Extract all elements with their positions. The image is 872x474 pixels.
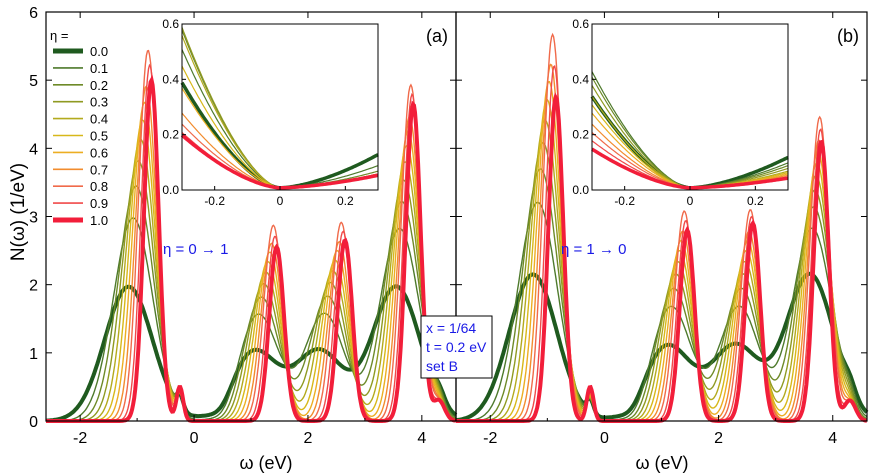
legend-label: 1.0 <box>90 213 108 228</box>
info-line-2: t = 0.2 eV <box>426 339 487 355</box>
info-box: x = 1/64 t = 0.2 eV set B <box>420 315 493 379</box>
inset-x-tick-label: -0.2 <box>614 194 635 208</box>
series-line-0.2 <box>46 185 457 422</box>
x-tick-label: 4 <box>828 430 837 447</box>
legend-label: 0.7 <box>90 162 108 177</box>
legend-label: 0.6 <box>90 145 108 160</box>
y-tick-label: 4 <box>29 141 38 158</box>
inset-y-tick-label: 0.0 <box>162 183 179 197</box>
y-tick-label: 3 <box>29 210 38 227</box>
inset-y-tick-label: 0.2 <box>162 128 179 142</box>
inset-y-tick-label: 0.0 <box>572 183 589 197</box>
series-line-0.7 <box>456 63 868 422</box>
series-line-0.7 <box>46 85 457 422</box>
y-tick-label: 5 <box>29 73 38 90</box>
inset-x-tick-label: 0.2 <box>747 194 764 208</box>
legend-title: η = <box>50 28 68 43</box>
legend-label: 0.8 <box>90 179 108 194</box>
legend-label: 0.3 <box>90 95 108 110</box>
inset-plot: -0.2 0 0.2 0.0 0.2 0.4 0.6 <box>572 17 789 208</box>
info-line-3: set B <box>426 358 458 374</box>
inset-x-tick-label: 0.2 <box>337 194 354 208</box>
y-tick-label: 1 <box>29 346 38 363</box>
info-line-1: x = 1/64 <box>426 320 476 336</box>
y-axis-label: N(ω) (1/eV) <box>8 163 29 261</box>
x-tick-label: 2 <box>303 430 312 447</box>
x-tick-label: 4 <box>417 430 426 447</box>
panel-b: -2 0 2 4 (b) -0.2 0 0.2 0.0 0.2 0.4 0.6 <box>455 11 869 447</box>
series-line-0.4 <box>46 138 457 422</box>
annotation-a: η = 0 → 1 <box>163 241 228 258</box>
info-box-frame <box>420 315 493 379</box>
legend-label: 0.0 <box>90 44 108 59</box>
legend-label: 0.4 <box>90 112 108 127</box>
series-line-0.5 <box>456 99 868 422</box>
series-line-0.6 <box>46 101 457 422</box>
inset-x-tick-label: 0 <box>277 194 284 208</box>
inset-y-tick-label: 0.6 <box>572 17 589 31</box>
inset-y-tick-label: 0.4 <box>572 72 589 86</box>
inset-y-tick-label: 0.6 <box>162 17 179 31</box>
series-line-0.5 <box>46 119 457 422</box>
legend-label: 0.1 <box>90 61 108 76</box>
x-axis-label-a: ω (eV) <box>239 453 292 473</box>
series-line-0.3 <box>456 141 868 422</box>
legend-label: 0.5 <box>90 129 108 144</box>
x-axis-label-b: ω (eV) <box>635 453 688 473</box>
annotation-b: η = 1 → 0 <box>561 241 626 258</box>
panel-a: -2 0 2 4 0 1 2 3 4 5 6 (a) -0.2 0 0.2 0.0 0.2 0.4 0.6 <box>29 5 458 447</box>
x-tick-label: 2 <box>714 430 723 447</box>
series-line-0.3 <box>46 160 457 422</box>
inset-y-tick-label: 0.4 <box>162 72 179 86</box>
x-tick-label: -2 <box>483 430 497 447</box>
y-tick-label: 6 <box>29 5 38 22</box>
panel-label: (b) <box>837 26 859 46</box>
series-line-0.6 <box>456 80 868 422</box>
y-tick-label: 2 <box>29 278 38 295</box>
series-line-0.4 <box>456 119 868 422</box>
y-tick-label: 0 <box>29 414 38 431</box>
legend: η = 0.0 0.1 0.2 0.3 0.4 0.50.6 0.7 0.8 0.9 1.0 <box>50 28 108 228</box>
inset-y-tick-label: 0.2 <box>572 128 589 142</box>
legend-label: 0.9 <box>90 196 108 211</box>
panel-label: (a) <box>426 26 448 46</box>
x-tick-label: -2 <box>73 430 87 447</box>
x-tick-label: 0 <box>190 430 199 447</box>
inset-x-tick-label: -0.2 <box>204 194 225 208</box>
series-line-0.2 <box>456 168 868 422</box>
inset-x-tick-label: 0 <box>687 194 694 208</box>
inset-plot: -0.2 0 0.2 0.0 0.2 0.4 0.6 <box>162 17 379 208</box>
inset-background <box>592 24 788 190</box>
legend-label: 0.2 <box>90 78 108 93</box>
series-line-0.8 <box>456 32 868 422</box>
x-tick-label: 0 <box>600 430 609 447</box>
inset-background <box>182 24 378 190</box>
